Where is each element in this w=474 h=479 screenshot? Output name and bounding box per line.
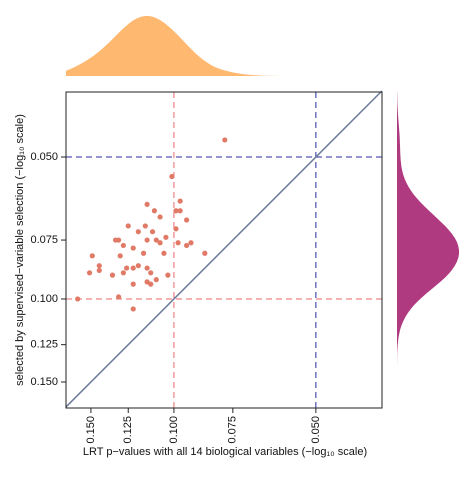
point [202,250,208,256]
point [144,279,150,285]
point [157,240,163,246]
point [169,173,175,180]
x-axis-label: LRT p−values with all 14 biological vari… [83,446,367,458]
point [86,270,93,276]
point [153,277,159,283]
y-density [397,92,459,408]
point [109,272,116,278]
point [130,245,136,251]
point [130,265,136,271]
point [163,234,169,240]
point [157,214,163,220]
point [173,226,179,232]
point [89,253,95,259]
point [175,240,181,246]
x-density [66,16,382,76]
point [130,281,136,287]
x-tick-label: 0.100 [168,416,180,444]
y-tick-label: 0.100 [30,293,58,305]
point [184,242,190,249]
y-tick-label: 0.150 [30,376,58,388]
point [144,201,150,207]
point [144,237,150,243]
y-axis-label: selected by supervised−variable selectio… [14,114,26,386]
point [125,223,131,229]
point [120,242,126,249]
y-tick-label: 0.075 [30,234,58,246]
x-tick-label: 0.050 [310,416,322,444]
point [135,263,141,269]
y-tick-label: 0.125 [30,339,58,351]
point [96,263,102,269]
x-tick-label: 0.075 [227,416,239,444]
point [112,237,119,243]
plot-frame [65,91,383,409]
point [144,265,150,271]
point [153,237,159,243]
point [116,294,122,300]
point [117,253,123,259]
y-tick-label: 0.050 [30,151,58,163]
point [142,223,148,229]
point [184,217,190,223]
point [177,198,183,204]
point [135,229,141,235]
point [177,208,183,214]
point [130,306,136,312]
point [96,267,102,274]
point [148,270,154,276]
point [188,240,194,246]
point [75,296,81,302]
point [222,137,228,143]
diagonal [65,90,383,408]
x-tick-label: 0.150 [85,416,97,444]
point [140,250,147,256]
point [124,265,130,271]
point [173,208,179,214]
point [161,250,167,256]
point [149,229,156,235]
x-tick-label: 0.125 [122,416,134,444]
point [151,208,158,214]
point [165,272,171,278]
point [120,270,126,276]
